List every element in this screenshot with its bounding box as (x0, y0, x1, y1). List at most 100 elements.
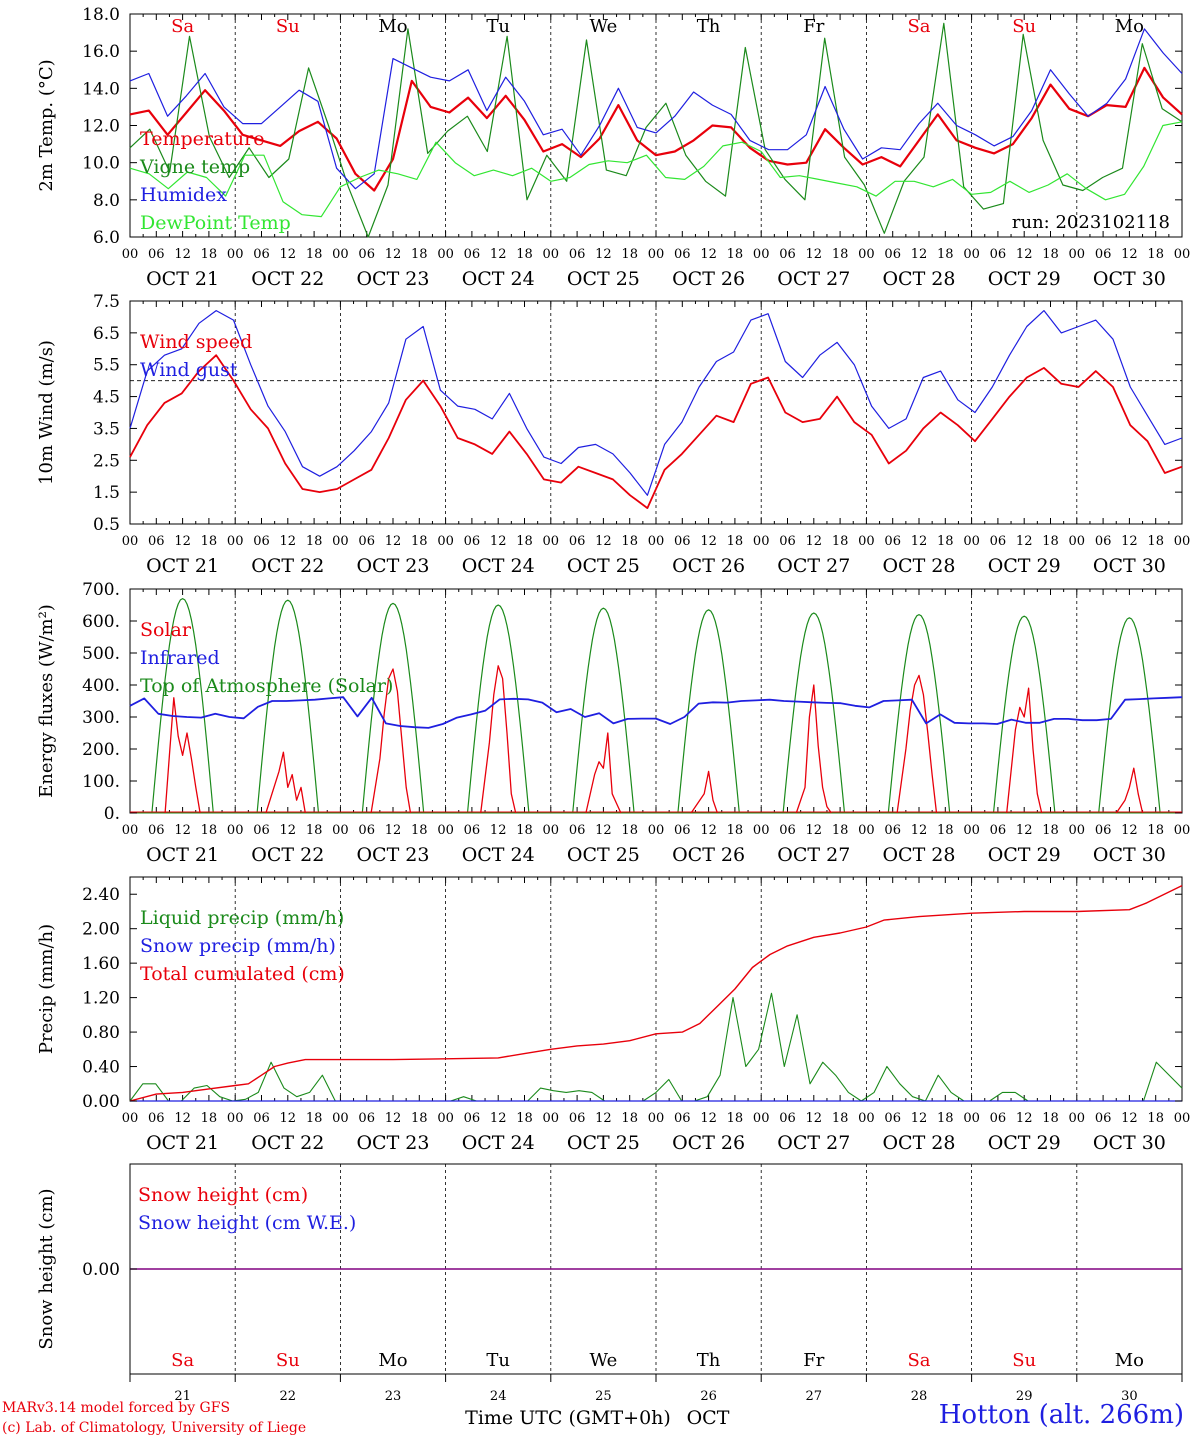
hour-tick-label: 06 (148, 247, 165, 262)
hour-tick-label: 12 (1121, 823, 1138, 838)
hour-tick-label: 00 (332, 823, 349, 838)
day-label: OCT 27 (777, 844, 850, 866)
hour-tick-label: 18 (1042, 534, 1059, 549)
energy-tick-label: 400. (82, 676, 120, 696)
series-toa-solar (677, 609, 740, 814)
temp-tick-label: 18.0 (82, 5, 120, 25)
day-label: OCT 22 (251, 555, 324, 577)
hour-tick-label: 06 (253, 534, 270, 549)
day-label: OCT 23 (356, 555, 429, 577)
hour-tick-label: 18 (937, 823, 954, 838)
hour-tick-label: 12 (700, 247, 717, 262)
hour-tick-label: 06 (358, 534, 375, 549)
day-label: OCT 25 (567, 1132, 640, 1154)
precip-tick-label: 2.00 (82, 920, 120, 940)
hour-tick-label: 06 (884, 247, 901, 262)
hour-tick-label: 00 (543, 823, 560, 838)
energy-tick-label: 700. (82, 580, 120, 600)
day-label: OCT 21 (146, 844, 219, 866)
hour-tick-label: 12 (280, 534, 297, 549)
day-label: OCT 29 (988, 1132, 1061, 1154)
hour-tick-label: 06 (884, 823, 901, 838)
legend-total-cumulated-cm-: Total cumulated (cm) (140, 963, 345, 985)
weekday-bottom-label: Mo (1115, 1350, 1144, 1371)
hour-tick-label: 06 (990, 823, 1007, 838)
hour-tick-label: 06 (569, 1111, 586, 1126)
hour-tick-label: 12 (1121, 1111, 1138, 1126)
hour-tick-label: 06 (148, 1111, 165, 1126)
hour-tick-label: 18 (516, 247, 533, 262)
hour-tick-label: 18 (1147, 534, 1164, 549)
hour-tick-label: 12 (911, 1111, 928, 1126)
wind-tick-label: 2.5 (93, 451, 120, 471)
hour-tick-label: 00 (437, 534, 454, 549)
hour-tick-label: 18 (306, 823, 323, 838)
series-solar (1115, 767, 1144, 814)
hour-tick-label: 06 (148, 534, 165, 549)
energy-axis-label: Energy fluxes (W/m²) (36, 604, 57, 798)
weekday-label: Sa (907, 16, 930, 37)
legend-temperature: Temperature (140, 128, 264, 150)
hour-tick-label: 00 (1069, 534, 1086, 549)
weekday-label: Mo (378, 16, 407, 37)
hour-tick-label: 00 (1174, 1111, 1191, 1126)
legend-humidex: Humidex (140, 184, 227, 206)
hour-tick-label: 00 (227, 534, 244, 549)
hour-tick-label: 18 (201, 534, 218, 549)
weekday-label: Su (276, 16, 300, 37)
hour-tick-label: 12 (385, 247, 402, 262)
hour-tick-label: 06 (1095, 823, 1112, 838)
hour-tick-label: 12 (174, 1111, 191, 1126)
day-label: OCT 27 (777, 555, 850, 577)
wind-axis-label: 10m Wind (m/s) (36, 340, 57, 485)
wind-tick-label: 0.5 (93, 515, 120, 535)
weekday-label: Su (1012, 16, 1036, 37)
hour-tick-label: 06 (569, 247, 586, 262)
energy-tick-label: 0. (104, 804, 120, 824)
hour-tick-label: 00 (227, 247, 244, 262)
location-label: Hotton (alt. 266m) (938, 1400, 1184, 1430)
hour-tick-label: 12 (595, 534, 612, 549)
hour-tick-label: 12 (1121, 247, 1138, 262)
hour-tick-label: 06 (674, 534, 691, 549)
hour-tick-label: 12 (700, 1111, 717, 1126)
hour-tick-label: 00 (963, 247, 980, 262)
hour-tick-label: 06 (464, 247, 481, 262)
hour-tick-label: 12 (806, 1111, 823, 1126)
legend-liquid-precip-mm-h-: Liquid precip (mm/h) (140, 907, 344, 929)
series-solar (1006, 687, 1043, 814)
day-label: OCT 23 (356, 1132, 429, 1154)
legend-snow-height-cm-: Snow height (cm) (138, 1184, 308, 1206)
day-label: OCT 26 (672, 844, 745, 866)
day-label: OCT 27 (777, 268, 850, 290)
precip-tick-label: 0.00 (82, 1092, 120, 1112)
wind-tick-label: 6.5 (93, 324, 120, 344)
hour-tick-label: 12 (385, 534, 402, 549)
series-solar (585, 732, 622, 814)
series-solar (896, 674, 938, 814)
hour-tick-label: 00 (858, 1111, 875, 1126)
hour-tick-label: 18 (832, 247, 849, 262)
series-toa-solar (151, 597, 214, 814)
hour-tick-label: 18 (201, 1111, 218, 1126)
day-label: OCT 28 (882, 555, 955, 577)
hour-tick-label: 18 (727, 823, 744, 838)
weekday-label: Sa (171, 16, 194, 37)
hour-tick-label: 12 (911, 823, 928, 838)
day-label: OCT 24 (462, 555, 535, 577)
energy-tick-label: 100. (82, 772, 120, 792)
hour-tick-label: 00 (753, 247, 770, 262)
hour-tick-label: 12 (1016, 534, 1033, 549)
series-humidex (129, 28, 1183, 190)
hour-tick-label: 12 (385, 1111, 402, 1126)
hour-tick-label: 18 (411, 534, 428, 549)
hour-tick-label: 18 (937, 534, 954, 549)
hour-tick-label: 00 (437, 247, 454, 262)
hour-tick-label: 12 (280, 823, 297, 838)
date-number-label: 29 (1016, 1389, 1033, 1404)
day-label: OCT 25 (567, 555, 640, 577)
hour-tick-label: 00 (227, 823, 244, 838)
series-dewpoint-temp (129, 121, 1183, 218)
hour-tick-label: 06 (779, 823, 796, 838)
day-label: OCT 28 (882, 268, 955, 290)
